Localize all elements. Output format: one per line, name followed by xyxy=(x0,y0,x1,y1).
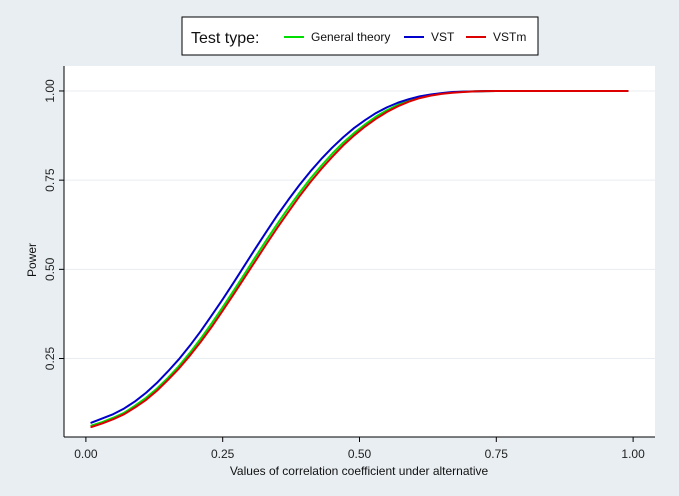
legend-label-general-theory: General theory xyxy=(311,30,390,44)
x-axis-label: Values of correlation coefficient under … xyxy=(230,464,489,478)
y-tick-label-1: 0.50 xyxy=(43,257,57,281)
y-tick-label-0: 0.25 xyxy=(43,347,57,371)
x-tick-label-4: 1.00 xyxy=(621,447,645,461)
series-line-vstm xyxy=(90,89,629,429)
series-lines xyxy=(90,89,629,429)
y-tick-label-3: 1.00 xyxy=(43,79,57,103)
legend-label-vst: VST xyxy=(431,30,455,44)
x-tick-label-2: 0.50 xyxy=(348,447,372,461)
legend-label-vstm: VSTm xyxy=(493,30,526,44)
grid-lines xyxy=(64,90,655,360)
y-ticks: 0.25 0.50 0.75 1.00 xyxy=(43,79,64,370)
x-tick-label-3: 0.75 xyxy=(485,447,509,461)
x-tick-label-0: 0.00 xyxy=(74,447,98,461)
y-tick-label-2: 0.75 xyxy=(43,168,57,192)
x-tick-label-1: 0.25 xyxy=(211,447,235,461)
plot-area xyxy=(64,66,655,437)
legend-title: Test type: xyxy=(191,30,259,47)
legend: Test type: General theory VST VSTm xyxy=(181,16,539,56)
x-ticks: 0.00 0.25 0.50 0.75 1.00 xyxy=(74,437,645,461)
y-axis-label: Power xyxy=(25,243,39,277)
